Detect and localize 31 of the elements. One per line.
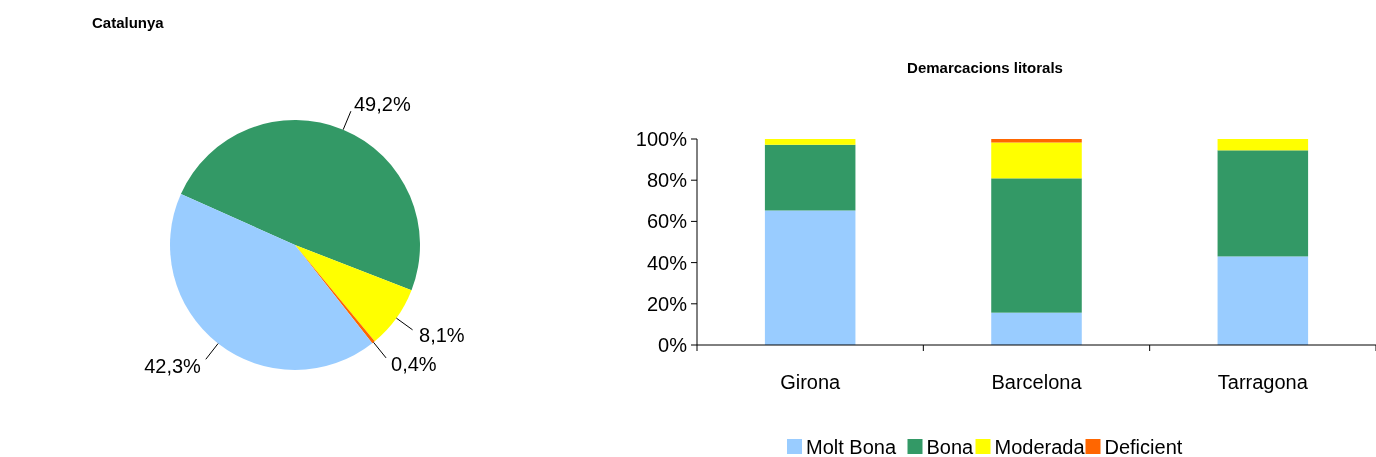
bar [764,210,856,345]
data-label: 0,4% [391,353,437,376]
y-tick-label: 80% [646,169,688,192]
y-tick-label: 60% [646,210,688,233]
bar [991,178,1082,313]
y-tick-label: 40% [646,251,688,274]
y-tick-label: 20% [646,292,688,315]
bar [1217,150,1309,257]
legend-label: Bona [926,436,975,457]
chart-title: Demarcacions litorals [907,59,1063,76]
y-tick-label: 0% [658,334,688,356]
data-label: 42,3% [144,354,202,377]
bar [991,142,1082,179]
data-label: 49,2% [353,92,411,115]
pie-slice [295,245,412,342]
x-tick-label: Barcelona [991,371,1083,393]
bar [991,312,1082,345]
bar [764,139,856,145]
legend-label: Moderada [994,436,1086,457]
legend-label: Deficient [1104,436,1183,457]
bar [1217,256,1309,345]
x-tick-label: Tarragona [1217,371,1309,393]
legend-label: Molt Bona [806,436,897,457]
bar [1217,139,1309,151]
bar [991,139,1082,143]
x-tick-label: Girona [780,371,842,393]
data-label: 8,1% [419,323,465,346]
pie-slice [180,120,420,291]
bar [764,144,856,211]
y-tick-label: 100% [635,128,688,150]
chart-title: Catalunya [92,14,165,31]
